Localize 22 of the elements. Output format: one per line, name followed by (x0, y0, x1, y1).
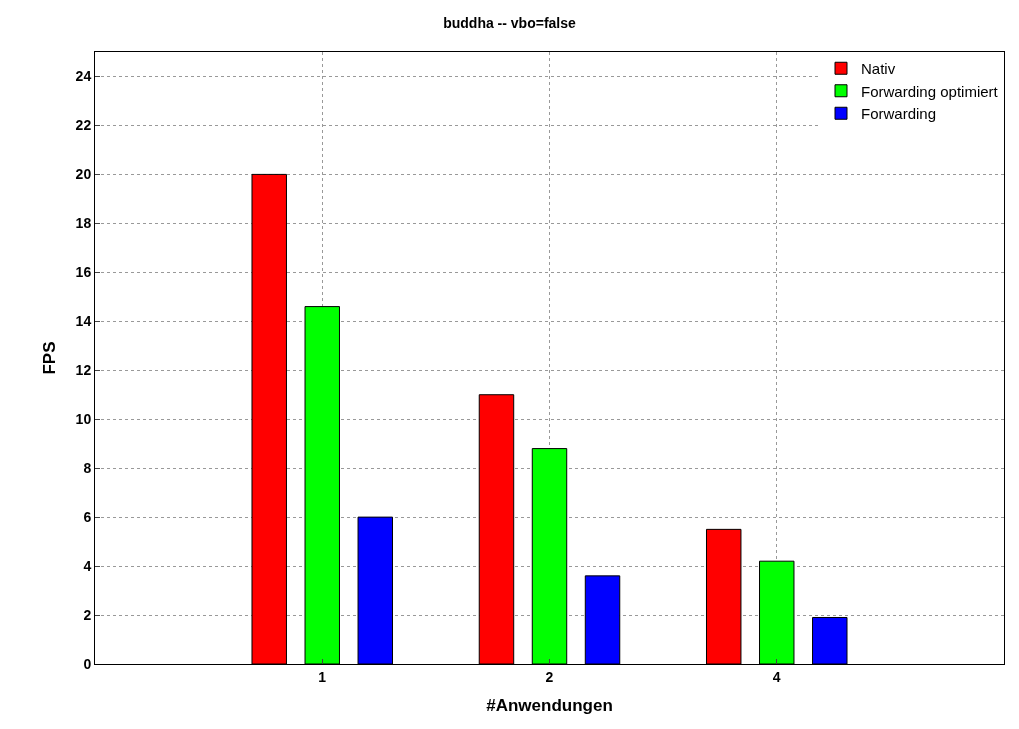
legend-label: Forwarding optimiert (861, 82, 999, 100)
y-tick-label: 24 (75, 68, 92, 85)
x-tick-label: 1 (318, 668, 327, 685)
y-tick-label: 16 (75, 264, 92, 281)
y-tick-label: 22 (75, 117, 92, 134)
y-tick-label: 0 (83, 655, 92, 672)
y-tick-label: 2 (83, 606, 92, 623)
y-tick-label: 8 (83, 460, 92, 477)
y-tick-label: 14 (75, 313, 92, 330)
y-tick-label: 10 (75, 411, 92, 428)
x-axis-title: #Anwendungen (486, 696, 613, 716)
y-tick-label: 20 (75, 166, 92, 183)
y-tick-label: 12 (75, 362, 92, 379)
legend-label: Forwarding (861, 105, 937, 123)
y-axis-title: FPS (40, 341, 60, 375)
x-tick-label: 4 (772, 668, 781, 685)
y-tick-label: 6 (83, 509, 92, 526)
y-tick-label: 4 (83, 557, 92, 574)
chart-title: buddha -- vbo=false (443, 15, 577, 32)
legend-label: Nativ (861, 60, 896, 78)
x-tick-label: 2 (545, 668, 554, 685)
y-tick-label: 18 (75, 215, 92, 232)
